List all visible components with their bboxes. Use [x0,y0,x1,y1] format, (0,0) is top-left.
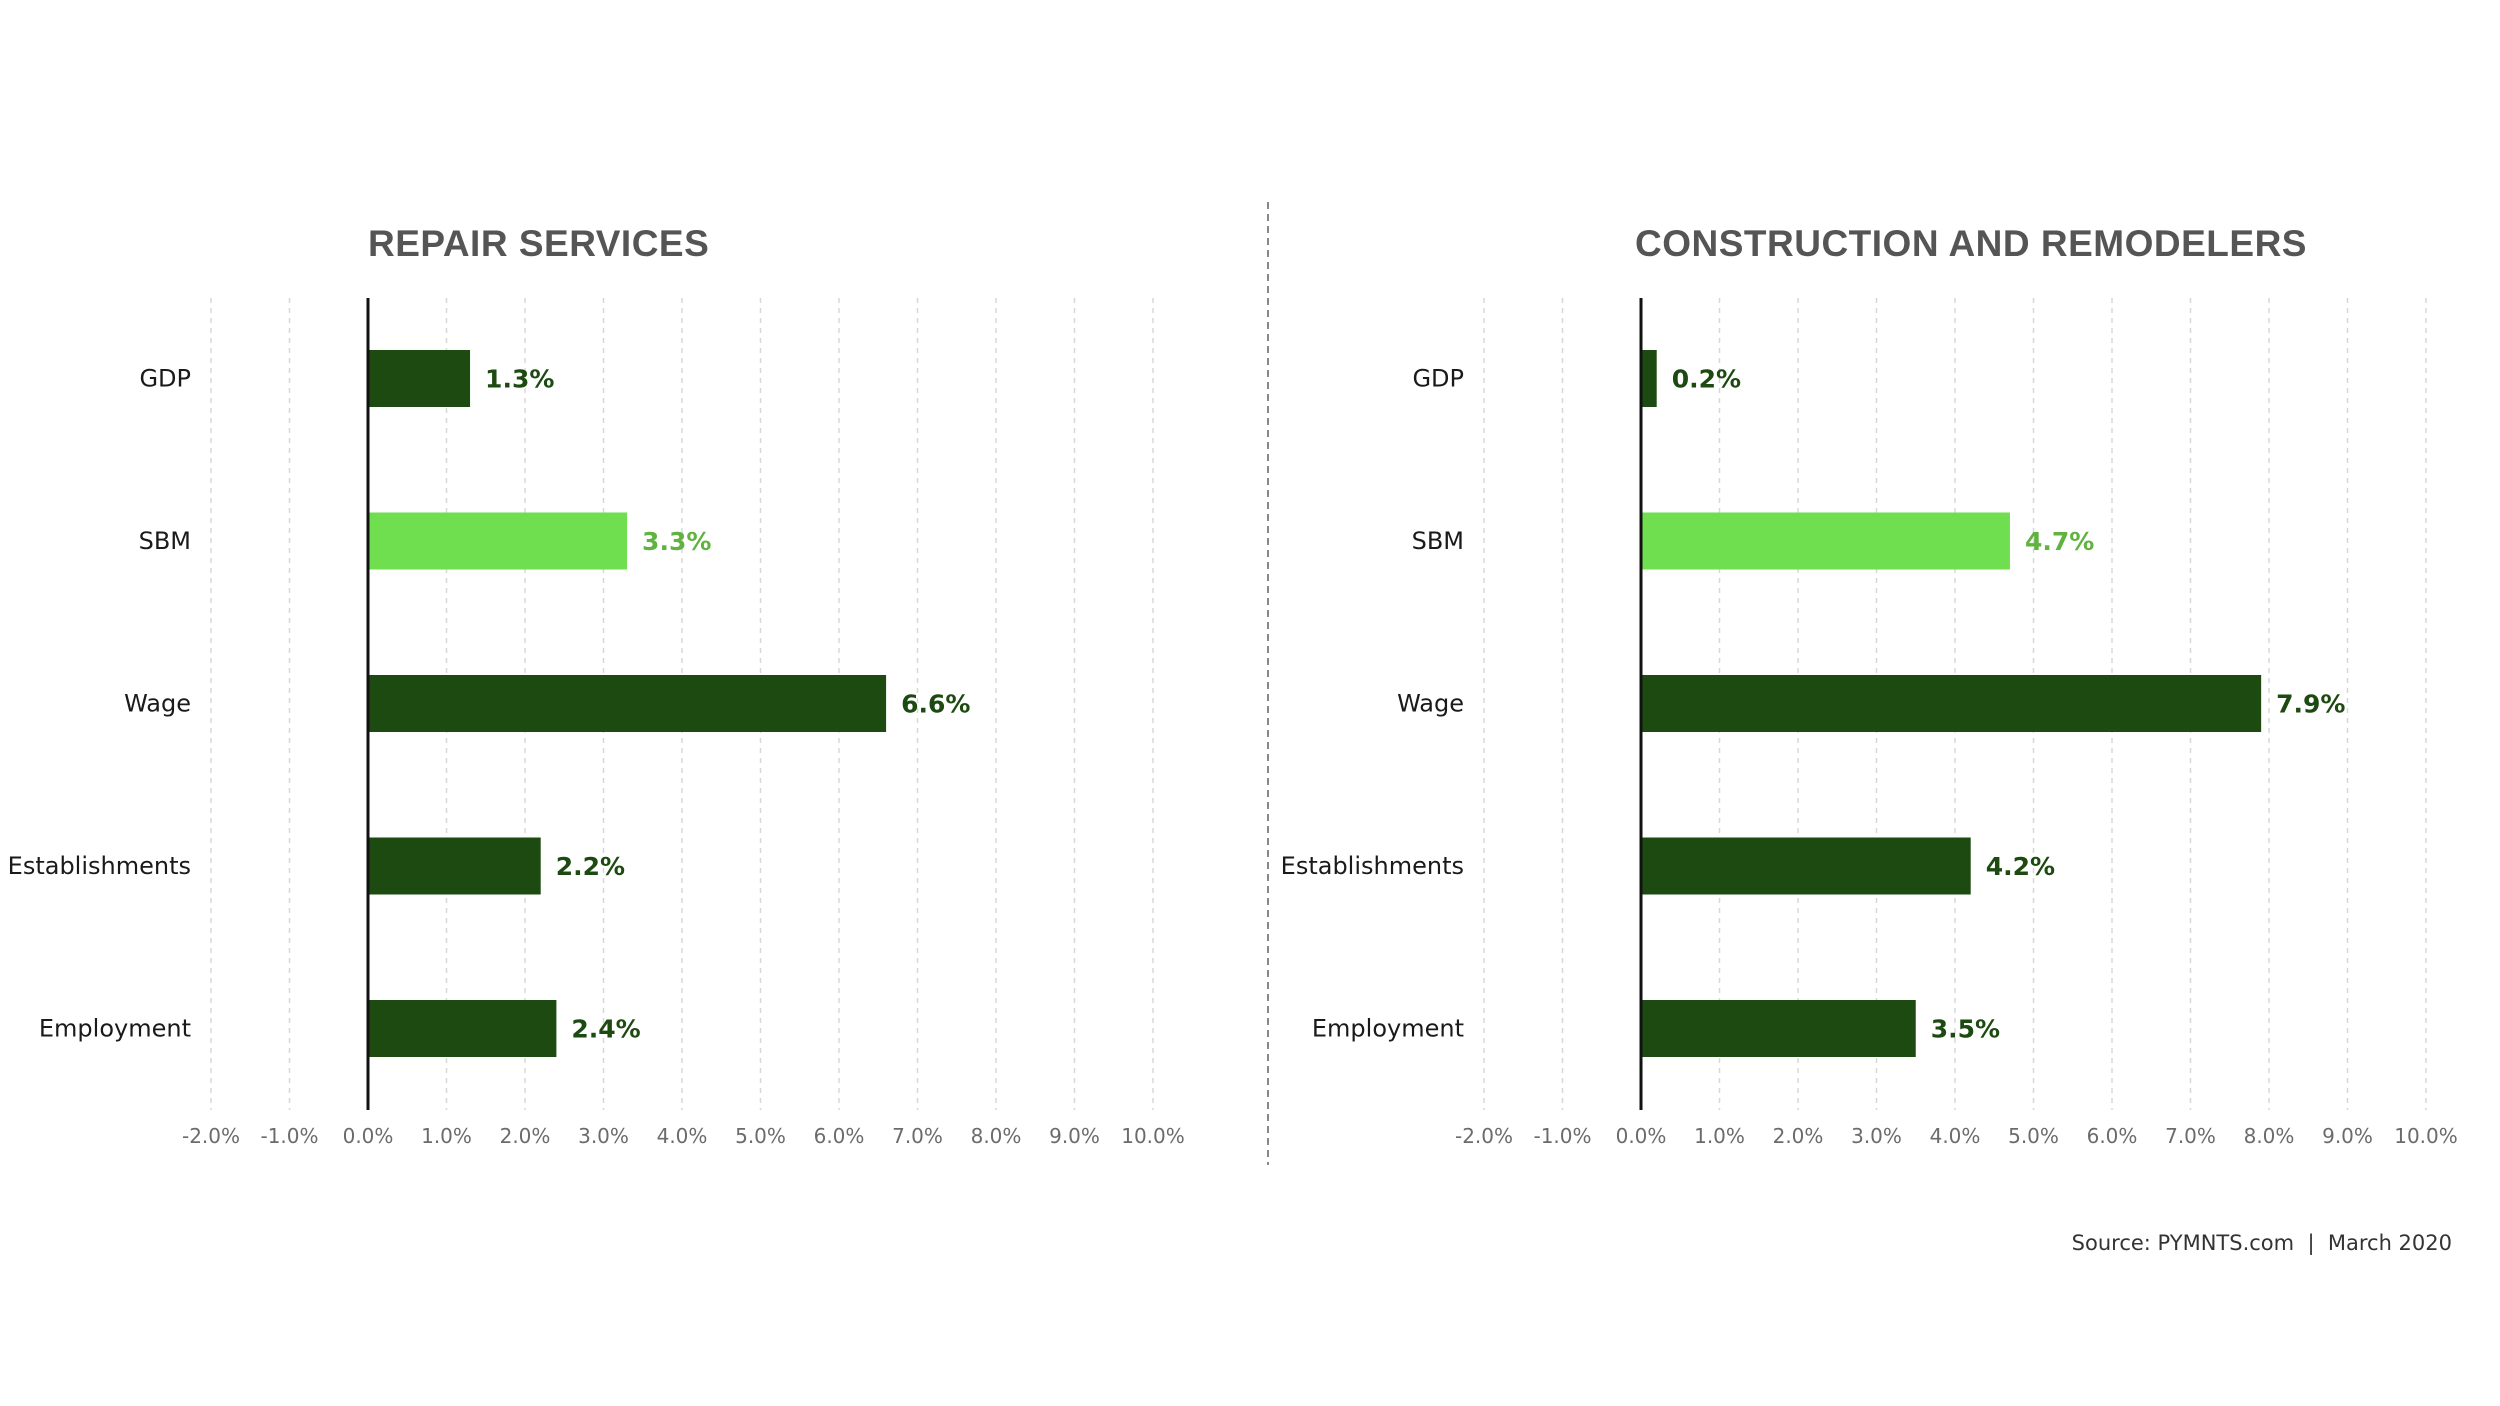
x-tick-label: 3.0% [578,1124,629,1148]
category-label-wage: Wage [1397,690,1464,718]
x-tick-label: 2.0% [1773,1124,1824,1148]
bar-gdp [1641,350,1657,407]
bar-sbm [1641,512,2010,570]
category-label-sbm: SBM [139,527,191,555]
source-note: Source: PYMNTS.com | March 2020 [2072,1231,2452,1256]
category-label-employment: Employment [39,1015,191,1043]
value-label-establishments: 4.2% [1986,852,2055,881]
bar-gdp [368,350,471,407]
x-tick-label: 9.0% [1049,1124,1100,1148]
category-label-sbm: SBM [1412,527,1464,555]
category-label-establishments: Establishments [8,852,191,880]
x-tick-label: 0.0% [1616,1124,1667,1148]
x-tick-label: 5.0% [735,1124,786,1148]
value-label-sbm: 3.3% [642,527,711,556]
category-label-wage: Wage [124,690,191,718]
category-label-employment: Employment [1312,1015,1464,1043]
x-tick-label: 1.0% [421,1124,472,1148]
value-label-gdp: 0.2% [1672,365,1741,394]
x-tick-label: -2.0% [182,1124,240,1148]
x-tick-label: 7.0% [2165,1124,2216,1148]
x-tick-label: -2.0% [1455,1124,1513,1148]
value-label-wage: 6.6% [901,690,970,719]
bar-sbm [368,512,628,570]
x-tick-label: 9.0% [2322,1124,2373,1148]
category-label-gdp: GDP [139,365,191,393]
x-tick-label: 8.0% [971,1124,1022,1148]
x-tick-label: 4.0% [1930,1124,1981,1148]
value-label-sbm: 4.7% [2025,527,2094,556]
x-tick-label: 10.0% [1121,1124,1185,1148]
bar-employment [368,1000,557,1057]
x-tick-label: 6.0% [2087,1124,2138,1148]
category-label-establishments: Establishments [1281,852,1464,880]
bar-establishments [1641,837,1971,895]
x-tick-label: 8.0% [2244,1124,2295,1148]
bar-establishments [368,837,541,895]
category-label-gdp: GDP [1412,365,1464,393]
bar-wage [1641,675,2262,732]
construction-remodelers-panel: CONSTRUCTION AND REMODELERS -2.0% -1.0% 0.0… [1281,223,2458,1148]
value-label-gdp: 1.3% [485,365,554,394]
x-tick-label: 2.0% [500,1124,551,1148]
chart-title-construction: CONSTRUCTION AND REMODELERS [1635,223,2307,264]
x-tick-label: 0.0% [343,1124,394,1148]
x-tick-label: 4.0% [657,1124,708,1148]
x-tick-label: 7.0% [892,1124,943,1148]
x-tick-label: 1.0% [1694,1124,1745,1148]
value-label-employment: 2.4% [571,1015,640,1044]
bar-employment [1641,1000,1916,1057]
x-tick-label: -1.0% [260,1124,318,1148]
x-tick-label: 5.0% [2008,1124,2059,1148]
value-label-establishments: 2.2% [556,852,625,881]
repair-services-panel: REPAIR SERVICES -2.0% -1.0% 0.0% 1.0% 2.0% 3.0… [8,223,1185,1148]
value-label-wage: 7.9% [2276,690,2345,719]
x-tick-label: -1.0% [1533,1124,1591,1148]
x-tick-label: 6.0% [814,1124,865,1148]
value-label-employment: 3.5% [1931,1015,2000,1044]
x-tick-label: 10.0% [2394,1124,2458,1148]
chart-title-repair: REPAIR SERVICES [368,223,709,264]
bar-wage [368,675,887,732]
x-tick-label: 3.0% [1851,1124,1902,1148]
